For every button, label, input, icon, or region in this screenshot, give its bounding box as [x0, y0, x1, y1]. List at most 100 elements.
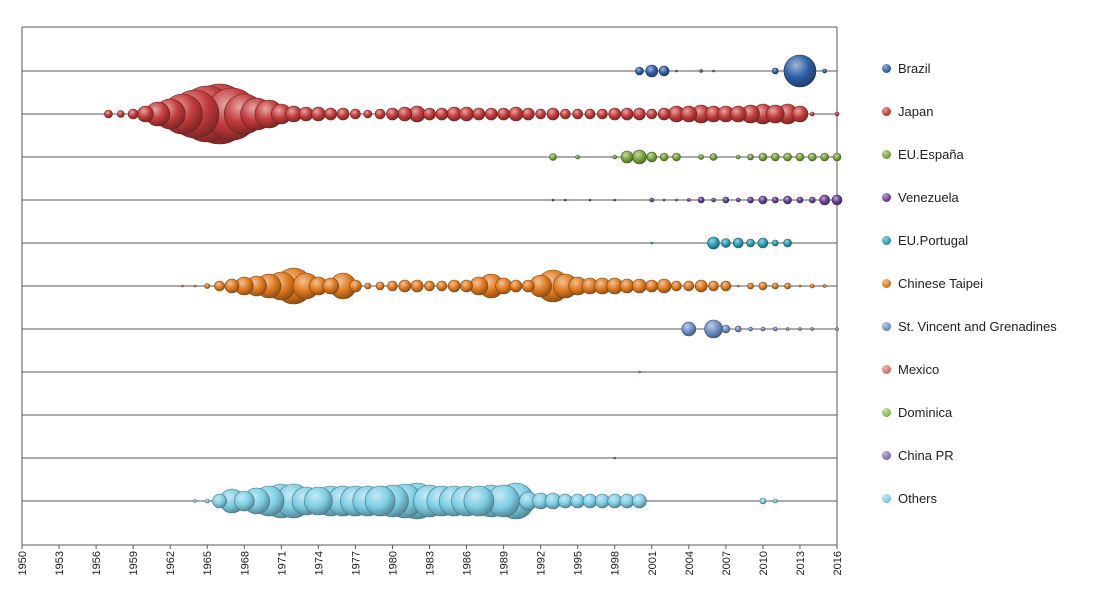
bubble [472, 107, 486, 121]
bubble [620, 107, 634, 121]
bubble [671, 280, 682, 292]
bubble [798, 327, 802, 331]
bubble [546, 107, 560, 121]
bubble [760, 326, 766, 332]
bubble [659, 152, 669, 162]
legend-item: EU.Portugal [882, 230, 968, 250]
bubble [675, 198, 678, 202]
legend-item: Japan [882, 101, 933, 121]
legend-marker [882, 63, 891, 73]
x-tick-label: 2001 [647, 551, 659, 575]
bubble [798, 284, 802, 288]
bubble [632, 493, 647, 509]
bubble [459, 106, 474, 122]
legend-marker [882, 192, 891, 202]
legend-marker [882, 321, 891, 331]
bubble [698, 154, 704, 160]
x-tick-label: 1953 [54, 551, 66, 575]
bubble [595, 493, 610, 509]
bubble [709, 153, 718, 161]
legend-label: Brazil [898, 60, 931, 76]
legend-marker [882, 278, 891, 288]
bubble [747, 196, 754, 204]
bubble [632, 278, 647, 294]
bubble [747, 282, 754, 290]
bubble [656, 278, 672, 294]
bubble [791, 105, 809, 123]
bubble [423, 107, 436, 121]
x-tick-label: 2016 [832, 551, 844, 575]
bubble [572, 108, 583, 120]
x-tick-label: 1968 [239, 551, 251, 575]
bubble [398, 279, 412, 293]
legend-label: Mexico [898, 361, 940, 377]
bubble [831, 194, 843, 206]
bubble [311, 106, 326, 122]
bubble [612, 154, 618, 160]
bubble [796, 196, 804, 204]
x-axis: 1950 1953 1956 1959 1962 1965 1968 1971 1974 1977… [17, 544, 844, 575]
bubble [697, 196, 705, 204]
bubble [212, 493, 227, 509]
bubble [771, 67, 779, 75]
bubble [748, 326, 753, 332]
bubble [822, 284, 827, 288]
bubble [757, 237, 769, 249]
bubble [613, 198, 617, 202]
legend-item: St. Vincent and Grenadines [882, 316, 1057, 336]
x-tick-label: 1977 [350, 551, 362, 575]
legend-item: Dominica [882, 402, 952, 422]
bubble [783, 152, 792, 162]
bubble [551, 198, 555, 202]
bubble [463, 485, 495, 517]
bubble [558, 493, 573, 509]
legend-marker [882, 407, 891, 417]
bubble [704, 319, 723, 339]
legend-label: EU.España [898, 146, 964, 162]
bubble [575, 154, 580, 160]
bubble [772, 498, 778, 504]
bubble [808, 152, 817, 162]
bubble [735, 154, 741, 160]
bubble [758, 195, 768, 205]
bubble [759, 497, 767, 505]
bubble [747, 153, 754, 161]
x-tick-label: 1998 [610, 551, 622, 575]
bubble [509, 279, 523, 293]
x-tick-label: 1971 [276, 551, 288, 575]
bubble [734, 325, 742, 333]
bubble [832, 152, 842, 162]
bubble [694, 279, 708, 293]
x-tick-label: 1995 [573, 551, 585, 575]
x-tick-label: 1962 [165, 551, 177, 575]
legend-label: Chinese Taipei [898, 275, 984, 291]
bubble [204, 283, 211, 289]
bubble [732, 237, 744, 249]
bubble [657, 107, 671, 121]
bubble [446, 106, 462, 122]
legend-label: China PR [898, 447, 954, 463]
legend-item: Others [882, 488, 937, 508]
bubble [127, 108, 139, 120]
bubble [720, 280, 732, 292]
bubble [364, 282, 372, 290]
bubble [729, 105, 747, 123]
x-tick-label: 2007 [721, 551, 733, 575]
bubble [680, 105, 698, 123]
bubble [783, 54, 817, 88]
bubble [104, 109, 113, 119]
bubble [771, 239, 779, 247]
bubble [224, 278, 240, 294]
bubble [770, 152, 780, 162]
bubble [809, 196, 816, 204]
bubble [535, 108, 546, 120]
bubble [597, 108, 608, 120]
bubble [521, 279, 535, 293]
x-tick-label: 1965 [202, 551, 214, 575]
x-tick-label: 1986 [462, 551, 474, 575]
bubbles [104, 54, 843, 520]
bubble [564, 198, 567, 202]
bubble [484, 107, 498, 121]
bubble [298, 106, 314, 122]
bubble [785, 327, 790, 331]
